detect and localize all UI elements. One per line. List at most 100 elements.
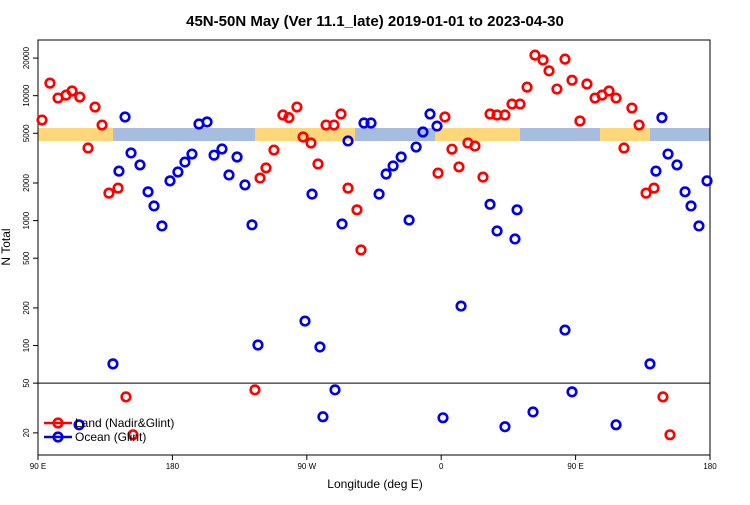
y-tick-label: 20 <box>22 428 31 437</box>
point <box>509 233 521 245</box>
point <box>491 225 503 237</box>
point <box>89 101 101 113</box>
point <box>626 102 638 114</box>
point <box>252 339 264 351</box>
point <box>107 358 119 370</box>
point <box>112 182 124 194</box>
point <box>36 114 48 126</box>
point <box>566 74 578 86</box>
point <box>477 171 489 183</box>
point <box>685 200 697 212</box>
point <box>537 54 549 66</box>
land-band <box>38 128 113 141</box>
point <box>82 142 94 154</box>
point <box>125 147 137 159</box>
point <box>156 220 168 232</box>
y-axis-label: N Total <box>0 228 13 265</box>
point <box>119 111 131 123</box>
point <box>277 109 289 121</box>
land-band <box>435 128 520 141</box>
point <box>216 143 228 155</box>
point <box>559 324 571 336</box>
series <box>36 49 676 441</box>
point <box>499 109 511 121</box>
point <box>103 187 115 199</box>
point <box>410 141 422 153</box>
ocean-band <box>355 128 435 141</box>
point <box>299 315 311 327</box>
point <box>559 53 571 65</box>
point <box>529 49 541 61</box>
point <box>484 198 496 210</box>
point <box>656 112 668 124</box>
point <box>693 220 705 232</box>
x-tick-label: 90 W <box>297 462 316 471</box>
point <box>355 244 367 256</box>
point <box>186 148 198 160</box>
point <box>657 391 669 403</box>
point <box>231 151 243 163</box>
point <box>610 419 622 431</box>
point <box>543 65 555 77</box>
plot-frame <box>37 39 711 456</box>
point <box>424 108 436 120</box>
x-axis-label: Longitude (deg E) <box>327 477 422 491</box>
x-tick-label: 180 <box>703 462 717 471</box>
ocean-band <box>113 128 255 141</box>
legend-marker <box>52 417 64 429</box>
point <box>312 158 324 170</box>
ocean-band <box>650 128 710 141</box>
point <box>662 148 674 160</box>
point <box>246 219 258 231</box>
point <box>650 165 662 177</box>
point <box>66 85 78 97</box>
point <box>566 386 578 398</box>
point <box>431 120 443 132</box>
series <box>73 108 713 433</box>
point <box>514 98 526 110</box>
point <box>455 300 467 312</box>
point <box>291 101 303 113</box>
point <box>432 167 444 179</box>
point <box>469 140 481 152</box>
point <box>551 83 563 95</box>
legend-marker <box>52 431 64 443</box>
point <box>73 419 85 431</box>
point <box>254 172 266 184</box>
point <box>306 188 318 200</box>
y-tick-label: 200 <box>22 301 31 315</box>
point <box>329 384 341 396</box>
point <box>581 78 593 90</box>
point <box>223 169 235 181</box>
y-tick-label: 5000 <box>22 124 31 142</box>
point <box>179 156 191 168</box>
point <box>648 182 660 194</box>
legend: Land (Nadir&Glint)Ocean (Glint) <box>44 416 174 444</box>
point <box>387 160 399 172</box>
point <box>358 117 370 129</box>
point <box>618 142 630 154</box>
point <box>527 406 539 418</box>
point <box>453 161 465 173</box>
point <box>446 143 458 155</box>
point <box>208 149 220 161</box>
point <box>201 116 213 128</box>
y-tick-label: 1000 <box>22 211 31 229</box>
point <box>644 358 656 370</box>
point <box>297 131 309 143</box>
point <box>342 182 354 194</box>
point <box>44 77 56 89</box>
point <box>373 188 385 200</box>
point <box>437 412 449 424</box>
point <box>317 411 329 423</box>
point <box>142 186 154 198</box>
point <box>664 429 676 441</box>
point <box>113 165 125 177</box>
legend-label: Ocean (Glint) <box>75 430 146 444</box>
x-tick-label: 0 <box>439 462 444 471</box>
point <box>365 117 377 129</box>
point <box>671 159 683 171</box>
point <box>314 341 326 353</box>
point <box>336 218 348 230</box>
point <box>96 119 108 131</box>
